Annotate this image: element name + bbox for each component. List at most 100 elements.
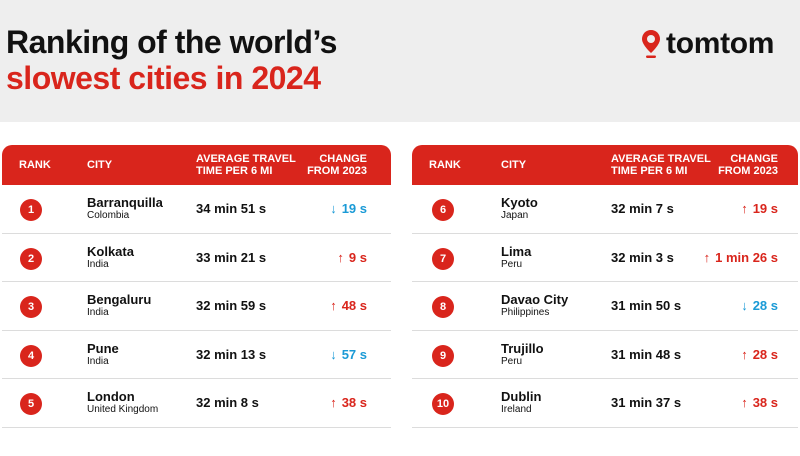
city-name: Dublin [501,389,542,405]
change-amount: 38 s [341,395,367,411]
city-name: Pune [87,340,119,356]
country-name: United Kingdom [87,404,159,416]
change-amount: 48 s [341,298,367,314]
arrow-up-icon: ↑ [741,346,748,362]
title-line-2: slowest cities in 2024 [6,60,321,96]
logo-wordmark: tomtom [666,27,775,60]
col-avg-line-2: TIME PER 6 MI [196,165,273,177]
arrow-up-icon: ↑ [330,395,337,411]
change-amount: 9 s [348,249,367,265]
title-line-1: Ranking of the world’s [6,24,337,60]
change-amount: 19 s [341,201,367,216]
change-value: ↑ 28 s [741,347,778,362]
col-change-line-2: FROM 2023 [307,165,367,177]
city-name: Kolkata [87,243,134,259]
country-name: India [87,355,109,367]
ranking-table-right: RANK CITY AVERAGE TRAVEL TIME PER 6 MI C… [412,145,798,428]
country-name: Peru [501,258,523,270]
city-name: London [87,389,135,405]
arrow-down-icon: ↓ [741,298,748,314]
table-header: RANK CITY AVERAGE TRAVEL TIME PER 6 MI C… [2,145,391,185]
city-name: Kyoto [501,195,538,210]
change-amount: 28 s [752,298,778,314]
rank-badge: 2 [20,247,42,270]
change-value: ↓ 19 s [330,201,367,216]
table-row: 4 Pune India 32 min 13 s ↓ 57 s [2,331,391,380]
country-name: Colombia [87,210,130,221]
average-travel-time: 32 min 59 s [196,298,267,314]
average-travel-time: 31 min 50 s [611,298,682,314]
rank-badge: 3 [20,296,42,319]
location-pin-icon [642,30,660,58]
change-amount: 38 s [752,395,778,411]
rank-badge: 4 [20,344,42,367]
country-name: Ireland [501,404,532,416]
table-row: 9 Trujillo Peru 31 min 48 s ↑ 28 s [412,331,798,380]
change-value: ↓ 28 s [741,298,778,313]
rank-badge: 8 [432,296,454,319]
rank-badge: 7 [432,247,454,270]
country-name: Japan [501,210,529,221]
table-row: 3 Bengaluru India 32 min 59 s ↑ 48 s [2,282,391,331]
col-avg-line-1: AVERAGE TRAVEL [611,153,711,165]
table-row: 7 Lima Peru 32 min 3 s ↑ 1 min 26 s [412,234,798,283]
table-row: 6 Kyoto Japan 32 min 7 s ↑ 19 s [412,185,798,234]
average-travel-time: 31 min 48 s [611,346,682,362]
tomtom-logo: tomtom [641,26,774,62]
change-amount: 57 s [341,346,367,362]
arrow-up-icon: ↑ [703,249,711,265]
rank-badge: 1 [20,199,42,221]
change-amount: 1 min 26 s [715,249,778,265]
table-row: 1 Barranquilla Colombia 34 min 51 s ↓ 19 … [2,185,391,234]
header-banner: Ranking of the world’s slowest cities in… [0,0,800,122]
rank-badge: 6 [432,199,454,221]
table-row: 8 Davao City Philippines 31 min 50 s ↓ 28… [412,282,798,331]
col-change: CHANGE FROM 2023 [718,153,778,177]
col-change-line-2: FROM 2023 [718,165,778,177]
average-travel-time: 32 min 3 s [611,249,674,265]
city-name: Davao City [501,292,569,308]
city-name: Bengaluru [87,292,152,308]
table-row: 2 Kolkata India 33 min 21 s ↑ 9 s [2,234,391,283]
average-travel-time: 32 min 13 s [196,346,267,362]
city-name: Lima [501,243,532,259]
rank-badge: 10 [432,393,454,416]
col-rank: RANK [429,159,461,171]
arrow-up-icon: ↑ [741,201,748,216]
average-travel-time: 31 min 37 s [611,395,682,411]
change-value: ↑ 9 s [337,250,367,265]
col-change-line-1: CHANGE [319,153,367,165]
table-header: RANK CITY AVERAGE TRAVEL TIME PER 6 MI C… [412,145,798,185]
col-change-line-1: CHANGE [730,153,778,165]
arrow-up-icon: ↑ [741,395,748,411]
page-title: Ranking of the world’s slowest cities in… [6,24,337,96]
average-travel-time: 34 min 51 s [196,201,267,216]
col-avg-line-2: TIME PER 6 MI [611,165,688,177]
rank-badge: 9 [432,344,454,367]
arrow-down-icon: ↓ [330,201,337,216]
col-city: CITY [501,159,527,171]
country-name: Peru [501,355,523,367]
change-amount: 28 s [752,346,778,362]
arrow-up-icon: ↑ [337,249,344,265]
change-value: ↑ 19 s [741,201,778,216]
change-value: ↑ 38 s [330,395,367,410]
city-name: Trujillo [501,340,544,356]
country-name: India [87,258,109,270]
change-amount: 19 s [752,201,778,216]
average-travel-time: 32 min 7 s [611,201,674,216]
rank-badge: 5 [20,393,42,416]
col-city: CITY [87,159,113,171]
ranking-table-left: RANK CITY AVERAGE TRAVEL TIME PER 6 MI C… [2,145,391,428]
country-name: India [87,307,109,319]
col-change: CHANGE FROM 2023 [307,153,367,177]
change-value: ↑ 38 s [741,395,778,410]
table-row: 5 London United Kingdom 32 min 8 s ↑ 38 s [2,379,391,428]
table-row: 10 Dublin Ireland 31 min 37 s ↑ 38 s [412,379,798,428]
col-average-travel-time: AVERAGE TRAVEL TIME PER 6 MI [611,153,711,177]
change-value: ↑ 48 s [330,298,367,313]
average-travel-time: 32 min 8 s [196,395,259,411]
arrow-down-icon: ↓ [330,346,337,362]
arrow-up-icon: ↑ [330,298,337,314]
col-average-travel-time: AVERAGE TRAVEL TIME PER 6 MI [196,153,296,177]
